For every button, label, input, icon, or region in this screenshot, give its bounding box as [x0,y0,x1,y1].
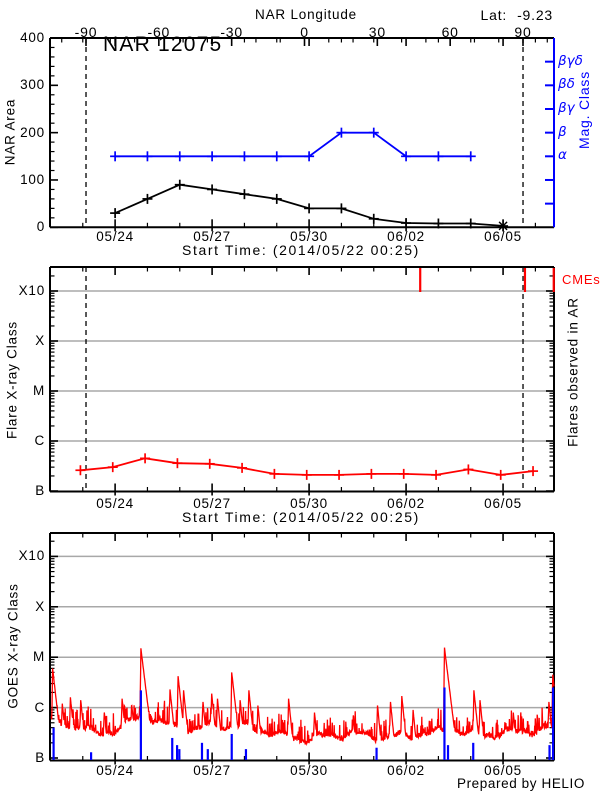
mag-class-tick-label: β [558,123,567,140]
x-tick-label: 06/05 [484,496,522,511]
latitude-label: Lat: [480,7,508,23]
mag-class-tick-label: βγ [558,99,575,116]
x-tick-label: 05/24 [96,496,135,511]
flare-panel-start-time: Start Time: (2014/05/22 00:25) [182,509,420,525]
x-tick-label: 05/30 [290,496,328,511]
x-tick-label: 06/05 [484,763,522,778]
y-tick-label: X [35,598,45,614]
x-tick-label: 05/27 [193,763,231,778]
y-tick-label: X [35,333,45,348]
active-region-title: NAR 12075 [103,33,223,56]
lon-tick-label: -90 [74,24,98,40]
lon-tick-label: 0 [300,24,309,40]
lon-tick-label: 60 [441,24,459,40]
x-tick-label: 06/02 [387,496,425,511]
y-tick-label: M [32,649,45,665]
y-tick-label: 200 [20,124,45,140]
y-tick-label: 100 [20,171,45,187]
y-tick-label: C [34,433,45,448]
flares-observed-label: Flares observed in AR [565,297,581,447]
mag-class-tick-label: βδ [558,76,575,93]
x-tick-label: 05/27 [193,496,231,511]
lon-tick-label: 90 [514,24,532,40]
x-tick-label: 05/27 [193,229,231,244]
lon-tick-label: 30 [368,24,386,40]
area-panel-plot [49,37,555,232]
lon-tick-label: -60 [147,24,171,40]
latitude-readout: Lat: -9.23 [481,8,553,22]
prepared-by-credit: Prepared by HELIO [456,776,585,791]
x-tick-label: 05/24 [96,229,135,244]
cmes-label: CMEs [562,272,600,287]
y-tick-label: 0 [36,219,45,235]
mag-class-axis-title: Mag. Class [576,70,592,150]
x-tick-label: 06/02 [387,229,425,244]
x-tick-label: 05/30 [290,763,328,778]
mag-class-tick-label: α [558,147,567,164]
latitude-value: -9.23 [517,7,553,23]
area-panel-start-time: Start Time: (2014/05/22 00:25) [182,242,420,258]
y-tick-label: B [35,750,45,765]
x-tick-label: 06/02 [387,763,425,778]
x-tick-label: 05/24 [96,763,135,778]
y-tick-label: 300 [20,77,45,93]
mag-class-tick-label: βγδ [558,52,583,69]
x-tick-label: 05/30 [290,229,328,244]
y-tick-label: 400 [20,30,45,45]
y-tick-label: C [34,699,45,715]
y-tick-label: M [32,383,45,398]
x-tick-label: 06/05 [484,229,522,244]
lon-tick-label: -30 [220,24,243,40]
y-tick-label: X10 [18,548,45,564]
flare-panel-plot [49,266,555,496]
longitude-axis-title: NAR Longitude [255,7,357,22]
y-tick-label: X10 [18,283,45,298]
goes-panel-plot [49,532,555,765]
y-tick-label: B [35,483,45,498]
